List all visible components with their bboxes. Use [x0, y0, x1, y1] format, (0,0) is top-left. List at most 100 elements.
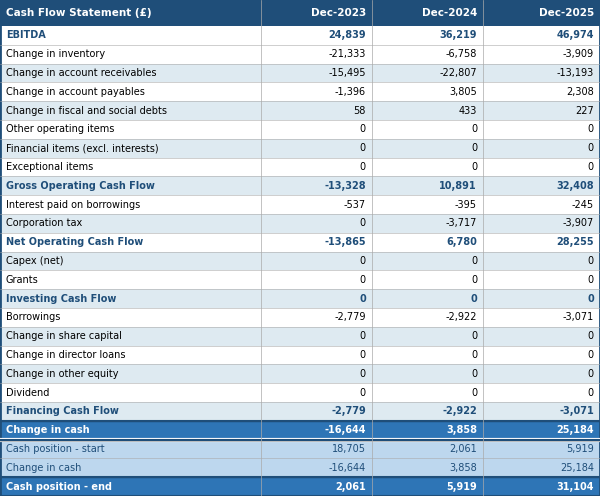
Text: 2,061: 2,061 — [449, 444, 477, 454]
Text: Other operating items: Other operating items — [6, 124, 115, 134]
Text: Corporation tax: Corporation tax — [6, 218, 82, 228]
Text: Change in inventory: Change in inventory — [6, 49, 105, 59]
Bar — [0, 289, 600, 308]
Text: 36,219: 36,219 — [439, 30, 477, 40]
Text: 3,858: 3,858 — [446, 425, 477, 435]
Text: 0: 0 — [588, 124, 594, 134]
Text: 0: 0 — [471, 124, 477, 134]
Text: 0: 0 — [471, 143, 477, 153]
Text: -3,907: -3,907 — [563, 218, 594, 228]
Text: Interest paid on borrowings: Interest paid on borrowings — [6, 199, 140, 210]
Text: 25,184: 25,184 — [556, 425, 594, 435]
Text: Gross Operating Cash Flow: Gross Operating Cash Flow — [6, 181, 155, 191]
Text: -16,644: -16,644 — [329, 463, 366, 473]
Text: Change in other equity: Change in other equity — [6, 369, 119, 379]
Text: 0: 0 — [588, 331, 594, 341]
Text: -15,495: -15,495 — [329, 68, 366, 78]
Text: Investing Cash Flow: Investing Cash Flow — [6, 294, 116, 304]
Text: -2,779: -2,779 — [335, 312, 366, 322]
Text: -2,922: -2,922 — [445, 312, 477, 322]
Text: -2,779: -2,779 — [331, 406, 366, 417]
Text: 18,705: 18,705 — [332, 444, 366, 454]
Text: 25,184: 25,184 — [560, 463, 594, 473]
Text: 0: 0 — [471, 369, 477, 379]
Bar — [0, 101, 600, 120]
Text: 227: 227 — [575, 106, 594, 116]
Text: -537: -537 — [344, 199, 366, 210]
Text: 0: 0 — [471, 387, 477, 398]
Text: Cash Flow Statement (£): Cash Flow Statement (£) — [6, 8, 152, 18]
Text: 58: 58 — [353, 106, 366, 116]
Text: 0: 0 — [588, 143, 594, 153]
Text: Change in director loans: Change in director loans — [6, 350, 125, 360]
Text: -22,807: -22,807 — [439, 68, 477, 78]
Text: 0: 0 — [471, 350, 477, 360]
Bar — [0, 383, 600, 402]
Text: 0: 0 — [470, 294, 477, 304]
Text: Cash position - end: Cash position - end — [6, 482, 112, 492]
Bar — [0, 402, 600, 421]
Bar — [0, 327, 600, 346]
Text: 2,308: 2,308 — [566, 87, 594, 97]
Text: Dec-2025: Dec-2025 — [539, 8, 594, 18]
Text: Net Operating Cash Flow: Net Operating Cash Flow — [6, 237, 143, 247]
Text: Financial items (excl. interests): Financial items (excl. interests) — [6, 143, 158, 153]
Text: -6,758: -6,758 — [446, 49, 477, 59]
Bar — [0, 233, 600, 251]
Text: 0: 0 — [588, 162, 594, 172]
Bar — [0, 45, 600, 63]
Text: 5,919: 5,919 — [566, 444, 594, 454]
Bar — [0, 477, 600, 496]
Text: Financing Cash Flow: Financing Cash Flow — [6, 406, 119, 417]
Text: -245: -245 — [572, 199, 594, 210]
Text: 0: 0 — [360, 275, 366, 285]
Bar — [0, 365, 600, 383]
Text: 5,919: 5,919 — [446, 482, 477, 492]
Text: 0: 0 — [360, 124, 366, 134]
Text: 28,255: 28,255 — [556, 237, 594, 247]
Text: Change in cash: Change in cash — [6, 463, 82, 473]
Text: 3,805: 3,805 — [449, 87, 477, 97]
Text: -13,193: -13,193 — [557, 68, 594, 78]
Bar — [0, 458, 600, 477]
Text: 10,891: 10,891 — [439, 181, 477, 191]
Text: Cash position - start: Cash position - start — [6, 444, 104, 454]
Text: Exceptional items: Exceptional items — [6, 162, 93, 172]
Text: -13,328: -13,328 — [325, 181, 366, 191]
Text: 0: 0 — [359, 294, 366, 304]
Text: -3,071: -3,071 — [559, 406, 594, 417]
Text: Dividend: Dividend — [6, 387, 49, 398]
Text: 433: 433 — [458, 106, 477, 116]
Text: -2,922: -2,922 — [442, 406, 477, 417]
Text: 2,061: 2,061 — [335, 482, 366, 492]
Text: Change in fiscal and social debts: Change in fiscal and social debts — [6, 106, 167, 116]
Text: -3,071: -3,071 — [563, 312, 594, 322]
Text: -13,865: -13,865 — [325, 237, 366, 247]
Text: Grants: Grants — [6, 275, 39, 285]
Text: -21,333: -21,333 — [329, 49, 366, 59]
Text: -3,909: -3,909 — [563, 49, 594, 59]
Bar — [0, 139, 600, 158]
Text: 0: 0 — [360, 369, 366, 379]
Text: 0: 0 — [360, 143, 366, 153]
Text: Dec-2024: Dec-2024 — [422, 8, 477, 18]
Bar — [0, 82, 600, 101]
Bar — [0, 251, 600, 270]
Text: -3,717: -3,717 — [446, 218, 477, 228]
Text: 0: 0 — [471, 275, 477, 285]
Bar — [0, 439, 600, 458]
Text: 0: 0 — [471, 331, 477, 341]
Bar — [0, 26, 600, 45]
Text: 0: 0 — [588, 350, 594, 360]
Text: 46,974: 46,974 — [557, 30, 594, 40]
Text: Capex (net): Capex (net) — [6, 256, 64, 266]
Text: -1,396: -1,396 — [335, 87, 366, 97]
Text: 0: 0 — [360, 387, 366, 398]
Text: 0: 0 — [587, 294, 594, 304]
Text: Borrowings: Borrowings — [6, 312, 61, 322]
Bar — [0, 308, 600, 327]
Text: 0: 0 — [471, 256, 477, 266]
Text: 0: 0 — [360, 350, 366, 360]
Text: 0: 0 — [360, 256, 366, 266]
Text: 24,839: 24,839 — [328, 30, 366, 40]
